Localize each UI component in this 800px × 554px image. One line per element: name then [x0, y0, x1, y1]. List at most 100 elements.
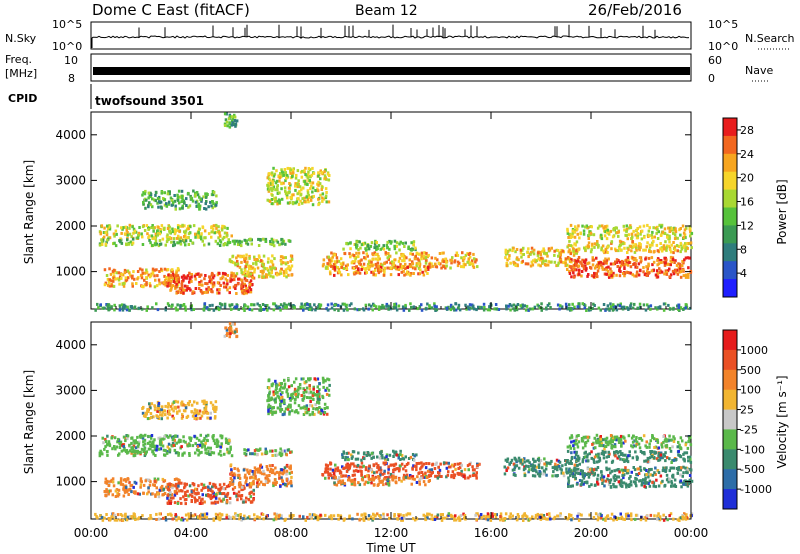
echo-cell: [353, 480, 356, 484]
echo-cell: [149, 241, 152, 245]
echo-cell: [544, 467, 548, 471]
echo-cell: [420, 471, 424, 474]
echo-cell: [646, 303, 649, 307]
echo-cell: [287, 273, 290, 277]
echo-cell: [251, 452, 254, 456]
echo-cell: [243, 289, 246, 292]
echo-cell: [534, 260, 537, 264]
echo-cell: [668, 267, 671, 271]
echo-cell: [177, 234, 180, 238]
echo-cell: [288, 182, 291, 185]
echo-cell: [311, 393, 315, 397]
echo-cell: [324, 476, 327, 480]
echo-cell: [439, 262, 442, 266]
echo-cell: [145, 268, 148, 272]
echo-cell: [592, 302, 595, 306]
echo-cell: [541, 259, 545, 263]
echo-cell: [357, 251, 361, 255]
echo-cell: [633, 302, 636, 306]
echo-cell: [321, 196, 324, 200]
echo-cell: [662, 308, 666, 312]
echo-cell: [131, 241, 135, 245]
echo-cell: [306, 197, 309, 201]
echo-cell: [471, 306, 474, 310]
velocity-echo-layer: [94, 322, 694, 522]
echo-cell: [356, 271, 359, 275]
echo-cell: [326, 467, 329, 471]
echo-cell: [196, 498, 199, 502]
echo-region: [503, 456, 581, 478]
echo-cell: [595, 256, 598, 260]
echo-cell: [172, 409, 175, 413]
echo-cell: [133, 277, 136, 281]
echo-cell: [312, 398, 315, 401]
echo-cell: [288, 268, 292, 272]
echo-cell: [127, 276, 130, 280]
echo-cell: [148, 238, 151, 242]
echo-cell: [597, 264, 601, 268]
echo-cell: [660, 225, 663, 229]
echo-cell: [274, 388, 278, 392]
echo-cell: [333, 273, 336, 277]
echo-cell: [684, 242, 687, 246]
echo-cell: [325, 191, 328, 194]
echo-cell: [627, 233, 631, 237]
echo-cell: [151, 197, 154, 201]
echo-cell: [394, 476, 397, 480]
echo-cell: [537, 463, 541, 467]
echo-cell: [462, 262, 466, 266]
echo-cell: [191, 414, 195, 418]
echo-cell: [252, 488, 255, 492]
echo-cell: [163, 492, 167, 495]
echo-cell: [445, 260, 448, 264]
echo-cell: [286, 448, 290, 452]
echo-cell: [243, 258, 246, 261]
echo-cell: [671, 228, 674, 232]
echo-cell: [378, 268, 382, 271]
power-plot-frame: [90, 111, 692, 310]
echo-cell: [98, 451, 102, 455]
echo-cell: [157, 205, 160, 209]
echo-cell: [175, 236, 179, 240]
echo-cell: [110, 284, 114, 288]
echo-cell: [387, 478, 390, 482]
echo-cell: [113, 308, 116, 312]
echo-cell: [148, 282, 152, 286]
echo-cell: [169, 230, 172, 234]
echo-cell: [128, 449, 132, 453]
echo-cell: [166, 227, 170, 230]
echo-cell: [537, 251, 540, 255]
echo-cell: [341, 453, 344, 457]
echo-cell: [234, 284, 237, 288]
echo-cell: [460, 265, 463, 269]
echo-cell: [132, 227, 136, 231]
echo-cell: [190, 275, 193, 279]
echo-cell: [223, 285, 226, 289]
echo-cell: [131, 284, 134, 288]
echo-cell: [610, 274, 613, 278]
echo-cell: [165, 202, 168, 206]
echo-cell: [218, 234, 222, 238]
freq-tick-top: 10: [64, 54, 78, 67]
echo-cell: [519, 251, 523, 255]
echo-cell: [605, 258, 609, 262]
echo-cell: [270, 406, 274, 410]
echo-cell: [637, 262, 641, 266]
echo-cell: [248, 492, 251, 496]
echo-cell: [301, 305, 304, 309]
echo-cell: [108, 278, 111, 282]
echo-cell: [120, 241, 124, 245]
echo-cell: [230, 123, 233, 127]
echo-cell: [141, 434, 145, 438]
echo-cell: [538, 461, 541, 465]
echo-cell: [598, 224, 601, 228]
echo-cell: [615, 260, 619, 264]
echo-cell: [232, 272, 235, 276]
echo-cell: [282, 181, 285, 185]
echo-cell: [397, 273, 400, 277]
echo-cell: [677, 306, 680, 310]
echo-cell: [546, 263, 550, 267]
echo-cell: [162, 409, 166, 413]
echo-cell: [175, 410, 179, 414]
